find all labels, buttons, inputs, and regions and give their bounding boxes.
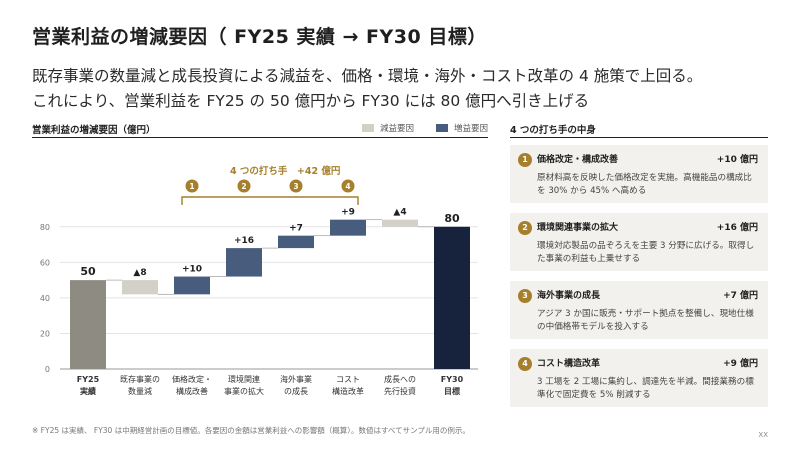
page-title: 営業利益の増減要因（ FY25 実績 → FY30 目標） [32,26,487,48]
card-title: 環境関連事業の拡大 [537,223,619,233]
y-tick-label: 80 [40,223,50,232]
legend-increase-swatch [436,124,449,132]
page-number: XX [758,431,768,439]
card-value: +7 億円 [723,291,758,301]
card-number-badge: 3 [518,289,532,303]
initiative-marker-number: 4 [345,182,350,191]
legend-decrease-swatch [362,124,374,132]
waterfall-bar [70,280,106,369]
initiative-marker [289,179,303,193]
subtitle-line-1: 既存事業の数量減と成長投資による減益を、価格・環境・海外・コスト改革の 4 施策… [32,67,703,85]
x-tick-label-line2: 実績 [80,386,96,396]
chart-header-rule [32,137,488,138]
initiative-card-2: 2 環境関連事業の拡大 +16 億円 環境対応製品の品ぞろえを主要 3 分野に広… [510,213,768,271]
card-description: 環境対応製品の品ぞろえを主要 3 分野に広げる。取得した事業の利益も上乗せする [537,241,755,264]
bar-value-label: +7 [289,224,303,234]
x-tick-label-line1: 成長への [384,374,416,384]
initiative-marker [237,179,251,193]
waterfall-bar [122,280,158,295]
waterfall-bar [278,235,314,249]
initiative-marker-number: 3 [293,182,298,191]
card-description: 原材料高を反映した価格改定を実施。高機能品の構成比を 30% から 45% へ高… [537,173,752,196]
initiative-card-1: 1 価格改定・構成改善 +10 億円 原材料高を反映した価格改定を実施。高機能品… [510,145,768,203]
legend-increase-label: 増益要因 [454,124,489,134]
card-description: アジア 3 か国に販売・サポート拠点を整備し、現地仕様の中価格帯モデルを投入する [537,309,754,332]
x-tick-label-line2: 目標 [444,386,460,396]
card-number-badge: 1 [518,153,532,167]
initiative-card-3: 3 海外事業の成長 +7 億円 アジア 3 か国に販売・サポート拠点を整備し、現… [510,281,768,339]
bar-value-label: +9 [341,208,355,218]
waterfall-bar [174,276,210,295]
x-tick-label-line1: FY25 [77,375,100,384]
subtitle-line-2: これにより、営業利益を FY25 の 50 億円から FY30 には 80 億円… [32,92,590,110]
legend-decrease-label: 減益要因 [380,124,415,134]
initiative-marker-number: 2 [241,182,246,191]
card-value: +9 億円 [723,359,758,369]
bar-value-label: +16 [234,236,254,246]
y-tick-label: 20 [40,329,50,338]
bar-value-label: 50 [80,265,96,278]
y-tick-label: 0 [45,365,50,374]
chart-title: 営業利益の増減要因（億円） [32,125,156,136]
card-value: +10 億円 [716,155,758,165]
card-description: 3 工場を 2 工場に集約し、調達先を半減。間接業務の標準化で固定費を 5% 削… [537,377,754,400]
x-tick-label-line1: コスト [336,375,360,384]
waterfall-bar [382,219,418,227]
bar-value-label: 80 [444,212,460,225]
x-tick-label-line2: 構成改善 [176,386,208,396]
initiative-card-4: 4 コスト構造改革 +9 億円 3 工場を 2 工場に集約し、調達先を半減。間接… [510,349,768,407]
x-tick-label-line1: 価格改定・ [172,374,212,384]
footnote: ※ FY25 は実績、 FY30 は中期経営計画の目標値。各要因の金額は営業利益… [32,426,470,435]
page-subtitle: 既存事業の数量減と成長投資による減益を、価格・環境・海外・コスト改革の 4 施策… [32,64,772,114]
chart-legend: 減益要因 増益要因 [362,122,488,134]
x-tick-label-line1: 既存事業の [120,374,160,384]
initiatives-bracket [181,196,359,205]
initiative-marker-number: 1 [189,182,194,191]
card-title: 価格改定・構成改善 [537,155,619,165]
initiative-marker [341,179,355,193]
x-tick-label-line2: の成長 [284,386,308,396]
x-tick-label-line2: 先行投資 [384,386,416,396]
card-number-badge: 2 [518,221,532,235]
x-tick-label-line2: 数量減 [128,386,152,396]
panel-header-rule [510,137,768,138]
waterfall-bar [434,226,470,369]
bar-value-label: ▲4 [393,208,406,218]
x-tick-label-line1: 環境関連 [228,374,260,384]
panel-title: 4 つの打ち手の中身 [510,125,596,136]
y-tick-label: 60 [40,258,50,267]
x-tick-label-line2: 構造改革 [332,386,364,396]
card-value: +16 億円 [716,223,758,233]
x-tick-label-line2: 事業の拡大 [224,386,264,396]
x-tick-label-line1: FY30 [441,375,464,384]
y-tick-label: 40 [40,294,50,303]
x-tick-label-line1: 海外事業 [280,374,312,384]
card-number-badge: 4 [518,357,532,371]
waterfall-bar [330,219,366,236]
initiative-marker [185,179,199,193]
card-title: 海外事業の成長 [537,291,601,301]
card-title: コスト構造改革 [537,359,601,369]
bar-value-label: ▲8 [133,268,146,278]
waterfall-bar [226,248,262,277]
bar-value-label: +10 [182,265,202,275]
bracket-label: 4 つの打ち手 +42 億円 [230,165,340,177]
